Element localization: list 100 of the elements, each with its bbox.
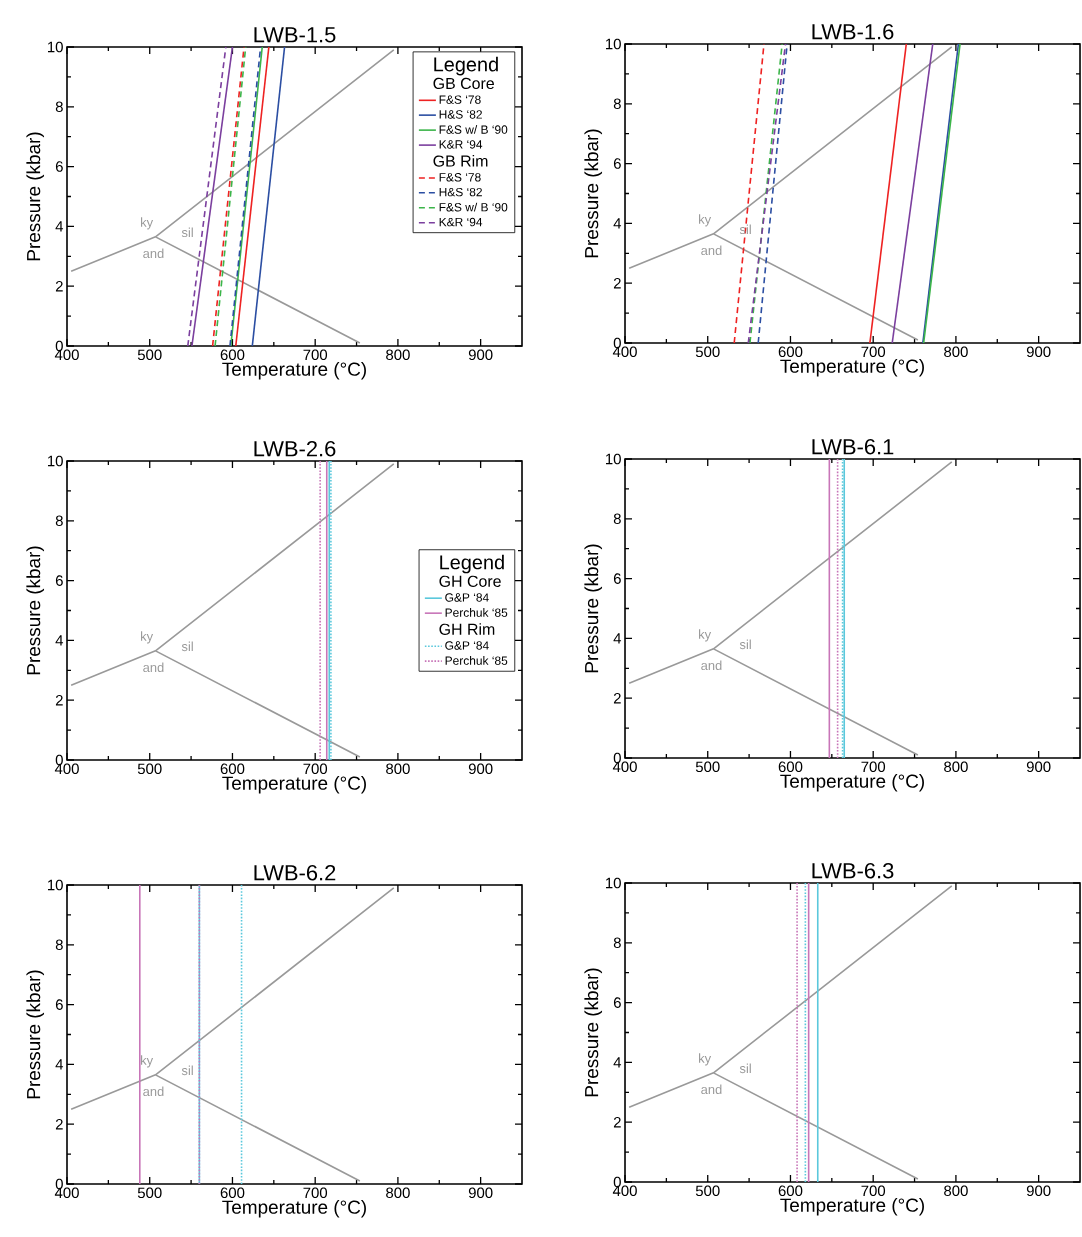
x-tick-label: 900 [468,763,493,775]
x-tick-label: 900 [1026,346,1051,358]
x-tick-label: 900 [1026,761,1051,773]
annotation: ky [699,1053,712,1066]
legend-label: F&S w/ B ‘90 [439,202,508,212]
y-axis-title: Pressure (kbar) [584,968,603,1097]
chart-title: LWB-2.6 [254,440,336,457]
chart-title: LWB-1.5 [254,27,336,43]
legend-label: Perchuk ‘85 [445,656,508,665]
y-tick-label: 4 [55,635,64,646]
chart-title: LWB-6.1 [812,438,894,455]
x-tick-label: 500 [695,346,720,358]
x-tick-label: 600 [778,1185,803,1197]
y-tick-label: 6 [613,997,621,1008]
annotation: sil [739,639,751,650]
annotation: and [143,662,164,673]
annotation: ky [141,631,154,644]
y-tick-label: 4 [55,221,64,232]
x-axis-title: Temperature (°C) [780,1197,924,1216]
x-tick-label: 700 [303,763,328,775]
x-axis-title: Temperature (°C) [222,361,366,380]
x-tick-label: 500 [137,1187,162,1199]
legend-label: G&P ‘84 [445,641,489,650]
annotation: and [143,1086,164,1097]
annotation: and [143,248,164,259]
legend-label: G&P ‘84 [445,593,489,602]
y-axis-title: Pressure (kbar) [26,132,45,261]
y-tick-label: 8 [613,98,621,110]
annotation: ky [141,1055,154,1068]
annotation: ky [699,214,712,227]
x-tick-label: 700 [861,346,886,358]
y-axis-title: Pressure (kbar) [584,544,603,673]
legend-label: H&S ‘82 [439,187,482,197]
x-tick-label: 600 [778,761,803,773]
y-tick-label: 4 [613,1057,622,1068]
y-tick-label: 2 [613,692,621,704]
y-axis-title: Pressure (kbar) [26,970,45,1099]
legend-label: F&S ‘78 [439,173,481,182]
annotation: and [701,245,722,256]
x-tick-label: 700 [303,1187,328,1199]
annotation: sil [181,1065,193,1076]
x-axis-title: Temperature (°C) [222,1199,366,1218]
x-tick-label: 700 [303,349,328,361]
x-axis-title: Temperature (°C) [222,775,366,794]
annotation: sil [181,227,193,238]
x-tick-label: 900 [1026,1185,1051,1197]
y-tick-label: 6 [613,158,621,169]
x-tick-label: 900 [468,349,493,361]
x-tick-label: 900 [468,1187,493,1199]
y-tick-label: 2 [55,694,63,706]
y-tick-label: 6 [55,999,63,1010]
y-axis-title: Pressure (kbar) [584,129,603,258]
annotation: and [701,660,722,671]
y-tick-label: 8 [613,513,621,525]
x-tick-label: 600 [220,1187,245,1199]
x-axis-title: Temperature (°C) [780,773,924,792]
legend-label: K&R ‘94 [439,140,483,149]
y-tick-label: 10 [606,453,621,465]
y-tick-label: 8 [55,515,63,527]
y-tick-label: 10 [48,41,63,53]
x-tick-label: 600 [220,349,245,361]
legend-label: Perchuk ‘85 [445,608,508,617]
y-tick-label: 8 [613,937,621,949]
x-tick-label: 500 [695,761,720,773]
y-tick-label: 2 [613,1116,621,1128]
annotation: ky [699,629,712,642]
chart-title: LWB-6.3 [812,862,894,879]
x-tick-label: 700 [861,761,886,773]
annotation: sil [739,1063,751,1074]
legend-title: Legend [440,554,504,574]
y-tick-label: 10 [606,877,621,889]
x-tick-label: 500 [137,763,162,775]
x-tick-label: 800 [944,346,968,358]
x-axis-title: Temperature (°C) [780,358,924,377]
legend-label: H&S ‘82 [439,110,482,119]
x-tick-label: 800 [944,761,968,773]
x-tick-label: 600 [220,763,245,775]
y-tick-label: 8 [55,101,63,113]
x-tick-label: 800 [386,1187,410,1199]
x-tick-label: 600 [778,346,803,358]
legend-label: F&S w/ B ‘90 [439,125,508,134]
y-tick-label: 4 [613,633,622,644]
legend-label: F&S ‘78 [439,95,481,104]
y-tick-label: 2 [55,280,63,292]
x-tick-label: 800 [944,1185,968,1197]
y-tick-label: 4 [55,1059,64,1070]
x-tick-label: 800 [386,349,410,361]
legend-title: Legend [434,56,498,76]
annotation: ky [141,217,154,230]
y-tick-label: 6 [55,575,63,586]
y-tick-label: 6 [55,161,63,172]
y-tick-label: 10 [606,38,621,50]
y-tick-label: 2 [613,277,621,289]
annotation: GB Rim [433,155,488,167]
y-tick-label: 10 [48,879,63,891]
x-tick-label: 500 [695,1185,720,1197]
y-axis-title: Pressure (kbar) [26,546,45,675]
y-tick-label: 6 [613,573,621,584]
annotation: GH Rim [439,623,495,635]
annotation: GB Core [433,77,494,90]
